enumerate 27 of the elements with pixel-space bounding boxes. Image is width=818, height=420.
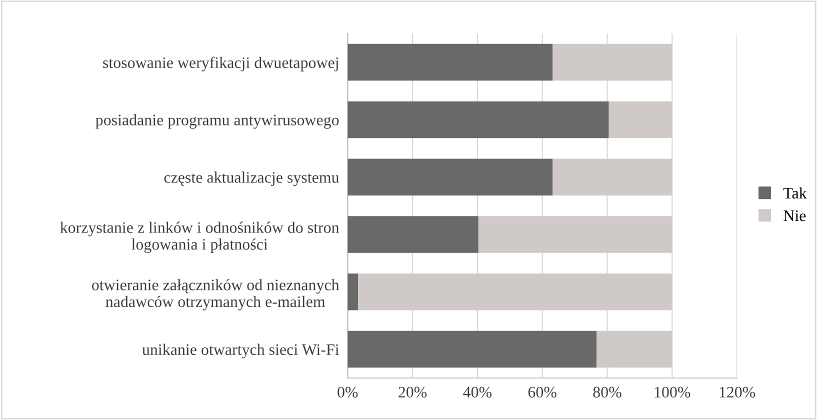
y-tick-label: częste aktualizacje systemu <box>164 172 340 186</box>
bar <box>608 101 672 138</box>
bar <box>348 44 553 81</box>
bar <box>348 274 358 310</box>
x-tick-label: 0% <box>338 386 358 398</box>
bar <box>348 158 553 196</box>
bar <box>348 101 609 138</box>
y-tick-label: otwieranie załączników od nieznanych nadawców otrzymanych e-mailem <box>92 279 340 310</box>
bar <box>348 216 478 253</box>
y-tick-label: korzystanie z linków i odnośników do stron logowania i płatności <box>60 222 340 253</box>
bar <box>478 216 672 253</box>
bar <box>358 274 672 310</box>
x-tick-label: 40% <box>463 386 492 398</box>
bar <box>596 330 672 368</box>
x-tick-label: 20% <box>398 386 427 398</box>
y-tick-label: posiadanie programu antywirusowego <box>96 114 339 129</box>
legend-label: Tak <box>783 187 807 199</box>
bar <box>552 158 672 196</box>
y-tick-label: unikanie otwartych sieci Wi-Fi <box>142 344 340 358</box>
bar <box>552 44 672 81</box>
bar <box>348 330 597 368</box>
x-tick-label: 60% <box>528 386 556 398</box>
x-tick-label: 80% <box>593 386 622 398</box>
x-tick-label: 100% <box>654 386 690 398</box>
legend-label: Nie <box>784 210 806 222</box>
y-tick-label: stosowanie weryfikacji dwuetapowej <box>103 56 338 72</box>
x-tick-label: 120% <box>720 386 756 398</box>
